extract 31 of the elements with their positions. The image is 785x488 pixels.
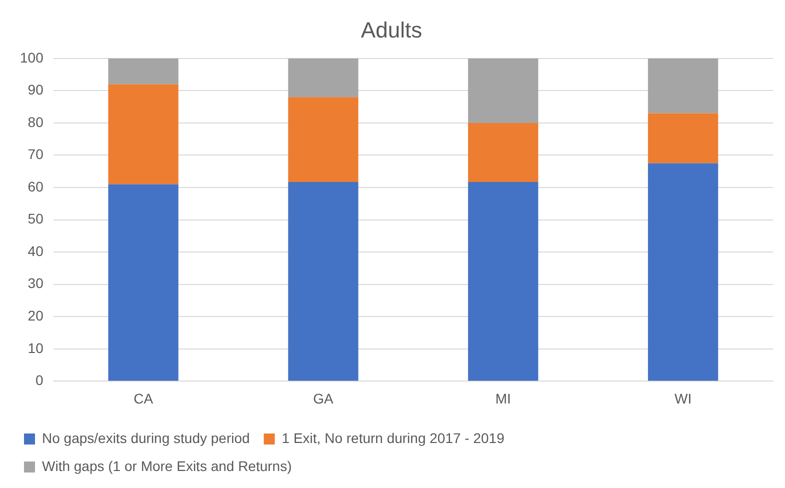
y-tick-label: 90 bbox=[28, 82, 44, 98]
bar bbox=[108, 184, 178, 381]
y-tick-label: 0 bbox=[36, 372, 44, 388]
bar bbox=[648, 113, 718, 164]
y-tick-label: 30 bbox=[28, 275, 44, 292]
x-tick-label: GA bbox=[313, 390, 334, 406]
y-tick-label: 10 bbox=[28, 340, 44, 356]
legend-label: With gaps (1 or More Exits and Returns) bbox=[42, 458, 292, 474]
y-tick-label: 40 bbox=[28, 242, 44, 259]
legend-label: 1 Exit, No return during 2017 - 2019 bbox=[282, 430, 505, 446]
y-tick-label: 60 bbox=[28, 178, 44, 194]
bar bbox=[648, 163, 718, 381]
x-tick-label: MI bbox=[495, 390, 511, 406]
x-tick-label: CA bbox=[134, 390, 154, 406]
y-tick-label: 80 bbox=[28, 114, 44, 130]
chart-title: Adults bbox=[360, 17, 422, 42]
y-tick-label: 50 bbox=[28, 210, 44, 227]
bar bbox=[468, 58, 538, 123]
bar bbox=[648, 58, 718, 114]
bar bbox=[468, 122, 538, 182]
bar bbox=[108, 84, 178, 184]
bar bbox=[108, 58, 178, 84]
bar bbox=[288, 58, 358, 98]
bar bbox=[288, 97, 358, 182]
x-tick-label: WI bbox=[674, 390, 692, 406]
legend-label: No gaps/exits during study period bbox=[42, 430, 250, 446]
bar bbox=[288, 182, 358, 381]
y-tick-label: 70 bbox=[28, 146, 44, 162]
y-tick-label: 20 bbox=[28, 308, 44, 324]
bar bbox=[468, 182, 538, 381]
y-tick-label: 100 bbox=[20, 49, 44, 66]
